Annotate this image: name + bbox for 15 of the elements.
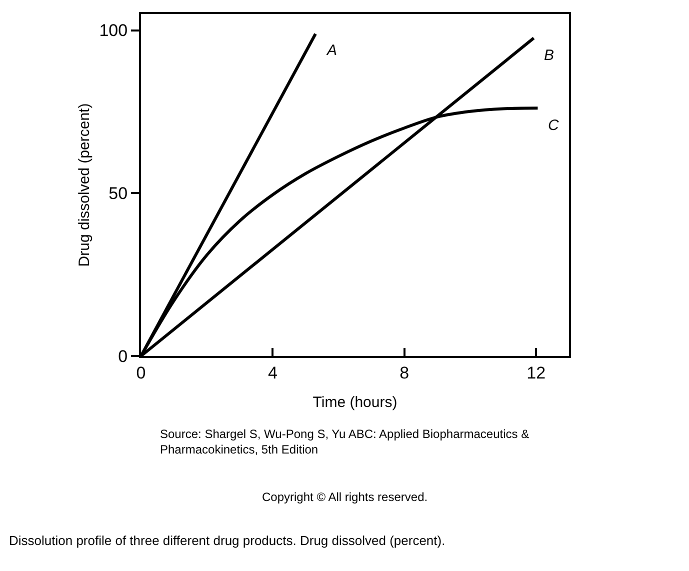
x-tick-label: 4: [268, 363, 278, 382]
x-tick-label: 8: [400, 363, 410, 382]
source-note: Source: Shargel S, Wu-Pong S, Yu ABC: Applied Biopharmaceutics & Pharmacokinetics, 5th Edition: [160, 427, 530, 457]
series-label: B: [544, 47, 554, 64]
text: Dissolution profile of three different drug products. Drug dissolved (percent).: [9, 533, 446, 548]
x-tick-label: 0: [136, 363, 146, 382]
y-tick-label: 0: [118, 346, 128, 366]
x-axis-title: Time (hours): [312, 394, 398, 411]
text: Copyright © All rights reserved.: [262, 490, 428, 504]
x-tick-label: 12: [526, 363, 546, 382]
y-axis-title: Drug dissolved (percent): [76, 103, 93, 267]
y-tick-label: 100: [99, 21, 128, 40]
series-label: A: [326, 42, 338, 59]
series-label: C: [548, 117, 559, 134]
y-tick-label: 50: [108, 184, 128, 204]
